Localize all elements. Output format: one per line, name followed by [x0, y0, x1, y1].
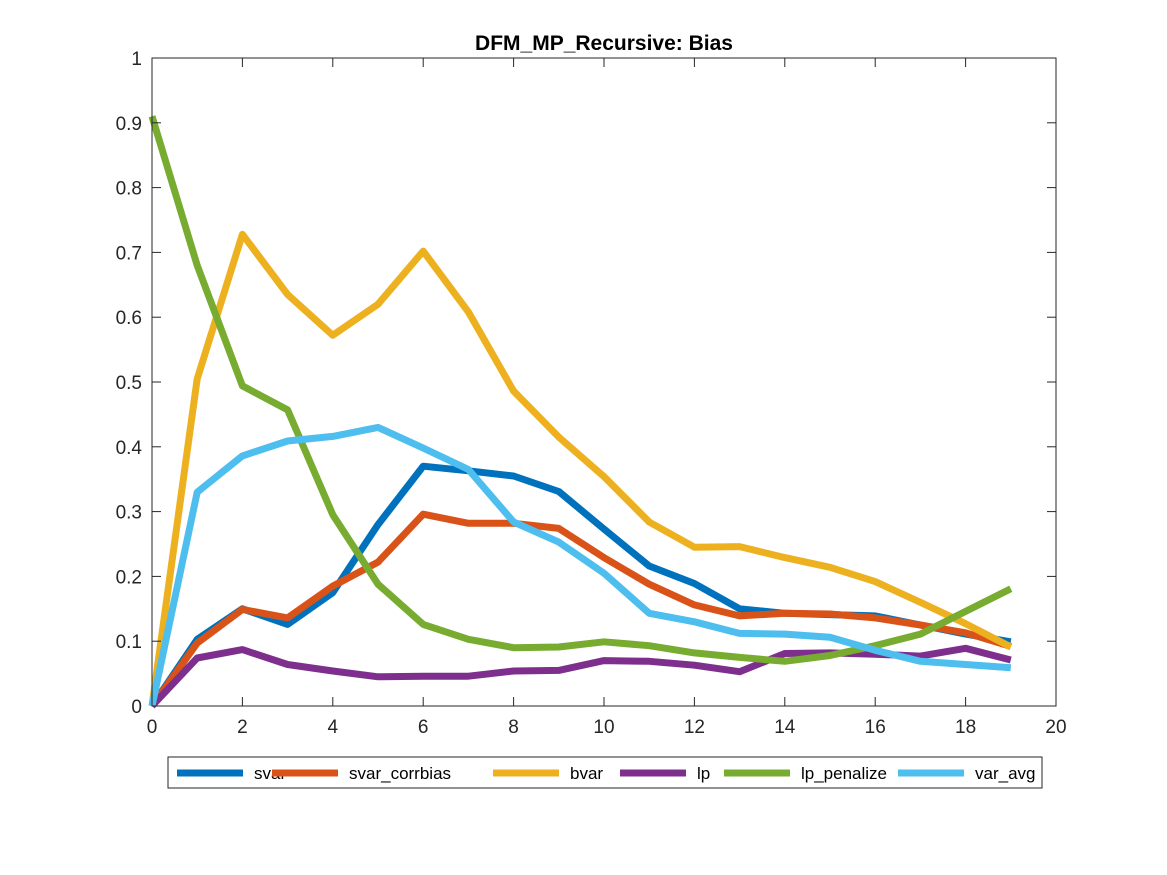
y-tick-label: 0 — [131, 697, 142, 718]
x-tick-label: 8 — [508, 717, 519, 738]
legend-label-lp-penalize: lp_penalize — [801, 764, 887, 783]
x-tick-label: 20 — [1045, 717, 1066, 738]
y-tick-label: 1 — [131, 49, 142, 70]
x-tick-label: 2 — [237, 717, 248, 738]
y-tick-label: 0.5 — [116, 373, 142, 394]
x-tick-label: 18 — [955, 717, 976, 738]
legend: svar svar_corrbias bvar lp lp_penalize var_av… — [167, 756, 1043, 789]
x-tick-label: 16 — [865, 717, 886, 738]
chart-title: DFM_MP_Recursive: Bias — [475, 32, 733, 55]
plot-area — [152, 58, 1056, 706]
legend-label-svar-corrbias: svar_corrbias — [349, 764, 451, 783]
x-tick-label: 4 — [328, 717, 339, 738]
x-tick-label: 6 — [418, 717, 429, 738]
x-tick-label: 12 — [684, 717, 705, 738]
y-tick-label: 0.9 — [116, 114, 142, 135]
series-layer — [148, 115, 1013, 709]
series-line-svar-corrbias — [149, 510, 1012, 709]
ticks-layer: 0 2 4 6 8 10 12 14 16 18 20 0 0.1 0.2 0.3 0.4 0.5 0.6 0.7 0… — [116, 49, 1067, 738]
y-tick-label: 0.4 — [116, 438, 143, 459]
y-tick-label: 0.6 — [116, 308, 142, 329]
x-tick-label: 0 — [147, 717, 158, 738]
series-line-bvar — [148, 230, 1013, 707]
y-tick-label: 0.8 — [116, 179, 142, 200]
y-tick-label: 0.2 — [116, 567, 142, 588]
y-tick-label: 0.1 — [116, 632, 142, 653]
legend-label-svar: svar — [254, 764, 286, 783]
series-line-lp — [149, 644, 1012, 709]
x-tick-label: 14 — [774, 717, 796, 738]
legend-label-var-avg: var_avg — [975, 764, 1035, 783]
y-tick-label: 0.3 — [116, 503, 142, 524]
y-tick-label: 0.7 — [116, 243, 142, 264]
x-tick-label: 10 — [593, 717, 614, 738]
legend-label-lp: lp — [697, 764, 710, 783]
legend-label-bvar: bvar — [570, 764, 603, 783]
series-line-var-avg — [148, 423, 1012, 707]
